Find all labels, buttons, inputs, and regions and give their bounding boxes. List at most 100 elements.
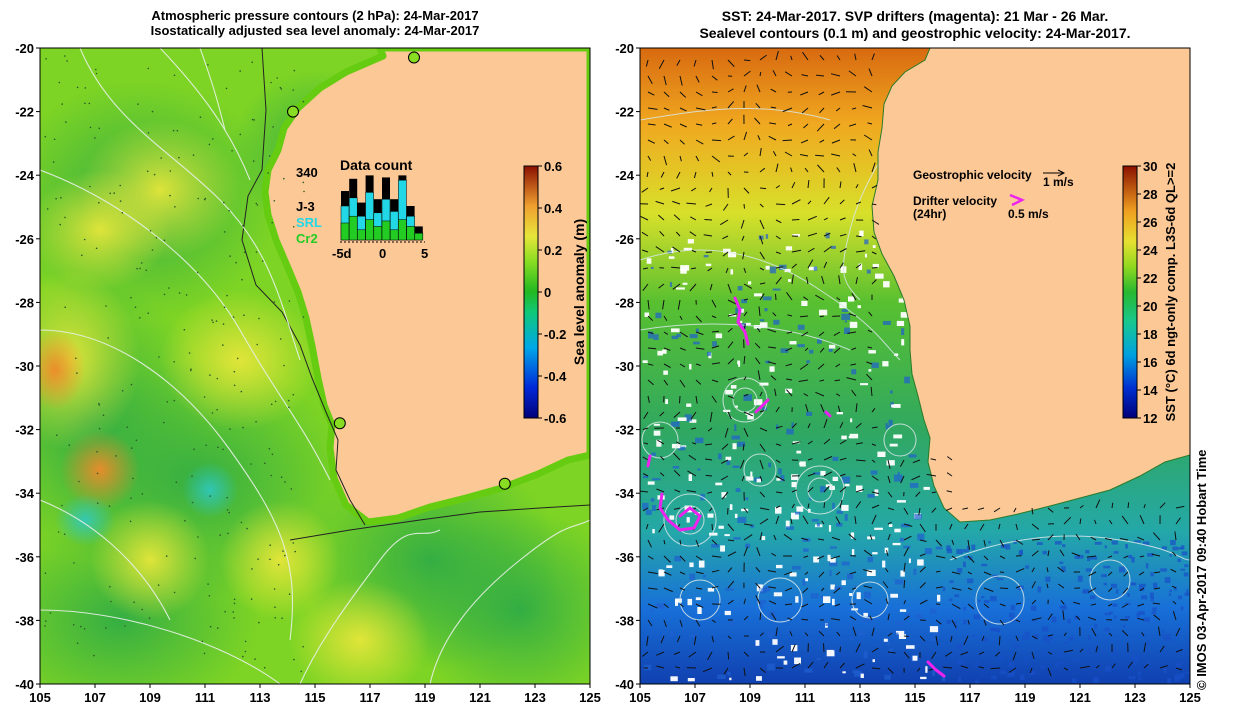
speckle: [799, 462, 804, 465]
speckle: [895, 632, 899, 637]
speckle: [682, 282, 688, 285]
velocity-arrow: [759, 235, 764, 245]
velocity-arrow: [1095, 499, 1101, 509]
speckle: [889, 443, 898, 447]
sampling-dot: [183, 328, 186, 331]
velocity-arrow: [695, 331, 704, 336]
geostrophic-velocity-label: Geostrophic velocity: [913, 168, 1032, 182]
speckle: [1169, 589, 1172, 593]
speckle: [1022, 635, 1030, 640]
speckle: [1125, 544, 1128, 549]
sampling-dot: [284, 554, 286, 557]
velocity-arrow: [721, 491, 729, 500]
velocity-arrow: [722, 235, 729, 240]
velocity-arrow: [963, 635, 969, 646]
speckle: [776, 478, 783, 481]
velocity-arrow: [676, 59, 681, 66]
speckle: [687, 239, 694, 244]
velocity-arrow: [900, 475, 905, 484]
velocity-arrow: [695, 587, 703, 590]
velocity-arrow: [691, 187, 697, 192]
speckle: [949, 580, 954, 584]
velocity-arrow: [964, 523, 969, 530]
velocity-arrow: [803, 393, 809, 397]
right-y-axis-ticks: -20-22-24-26-28-30-32-34-36-38-40: [615, 41, 640, 692]
velocity-arrow: [833, 347, 841, 354]
velocity-arrow: [999, 619, 1005, 626]
speckle: [761, 536, 766, 541]
speckle: [820, 486, 826, 493]
sampling-dot: [83, 238, 86, 241]
velocity-arrow: [679, 379, 686, 388]
sampling-dot: [98, 201, 100, 204]
velocity-arrow: [707, 491, 713, 494]
velocity-arrow: [1091, 628, 1097, 637]
x-tick-label: 125: [579, 690, 601, 705]
inset-x-tick: -5d: [332, 246, 352, 261]
speckle: [859, 230, 864, 237]
y-tick-label: -36: [615, 550, 634, 565]
speckle: [670, 247, 674, 254]
speckle: [1012, 671, 1016, 674]
velocity-arrow: [711, 171, 714, 177]
speckle: [1138, 611, 1145, 615]
speckle: [1134, 662, 1137, 665]
velocity-arrow: [967, 619, 970, 625]
velocity-arrow: [866, 373, 873, 381]
velocity-arrow: [855, 488, 864, 493]
velocity-arrow: [983, 587, 994, 592]
velocity-arrow: [919, 553, 926, 557]
velocity-arrow: [679, 603, 684, 608]
velocity-arrow: [707, 651, 713, 661]
velocity-arrow: [743, 152, 749, 157]
velocity-arrow: [787, 314, 793, 317]
speckle: [1152, 607, 1157, 611]
velocity-arrow: [915, 491, 921, 497]
velocity-arrow: [1143, 663, 1149, 669]
sampling-dot: [168, 287, 170, 289]
velocity-arrow: [818, 91, 825, 96]
velocity-arrow: [786, 331, 793, 334]
velocity-arrow: [767, 361, 777, 365]
x-tick-label: 105: [629, 690, 651, 705]
sampling-dot: [264, 462, 266, 465]
speckle: [825, 623, 829, 626]
velocity-arrow: [919, 635, 926, 642]
velocity-arrow: [819, 139, 825, 143]
velocity-arrow: [919, 523, 926, 533]
sampling-dot: [72, 624, 75, 626]
sampling-dot: [76, 642, 79, 644]
sampling-dot: [98, 402, 100, 405]
velocity-arrow: [1127, 661, 1133, 669]
y-tick-label: -30: [615, 359, 634, 374]
velocity-arrow: [882, 581, 889, 589]
velocity-arrow: [867, 329, 873, 333]
velocity-arrow: [711, 569, 720, 573]
sla-patch: [410, 510, 590, 684]
velocity-arrow: [655, 200, 665, 205]
sampling-dot: [96, 472, 99, 475]
velocity-arrow: [722, 203, 729, 211]
velocity-arrow: [674, 489, 681, 493]
speckle: [882, 560, 886, 568]
speckle: [707, 587, 715, 592]
speckle: [731, 435, 741, 440]
speckle: [825, 232, 830, 239]
speckle: [849, 433, 859, 439]
sampling-dot: [239, 70, 241, 72]
velocity-arrow: [1122, 587, 1129, 594]
velocity-arrow: [1175, 667, 1183, 671]
speckle: [642, 475, 649, 479]
speckle: [792, 565, 801, 570]
speckle: [940, 658, 945, 662]
velocity-arrow: [834, 379, 841, 382]
velocity-arrow: [821, 520, 825, 525]
velocity-arrow: [675, 231, 681, 237]
y-tick-label: -38: [15, 613, 34, 628]
speckle: [1111, 540, 1118, 545]
sampling-dot: [149, 230, 152, 232]
velocity-arrow: [1143, 504, 1146, 509]
drifter-scale-label: 0.5 m/s: [1008, 207, 1049, 221]
velocity-arrow: [1075, 533, 1081, 541]
